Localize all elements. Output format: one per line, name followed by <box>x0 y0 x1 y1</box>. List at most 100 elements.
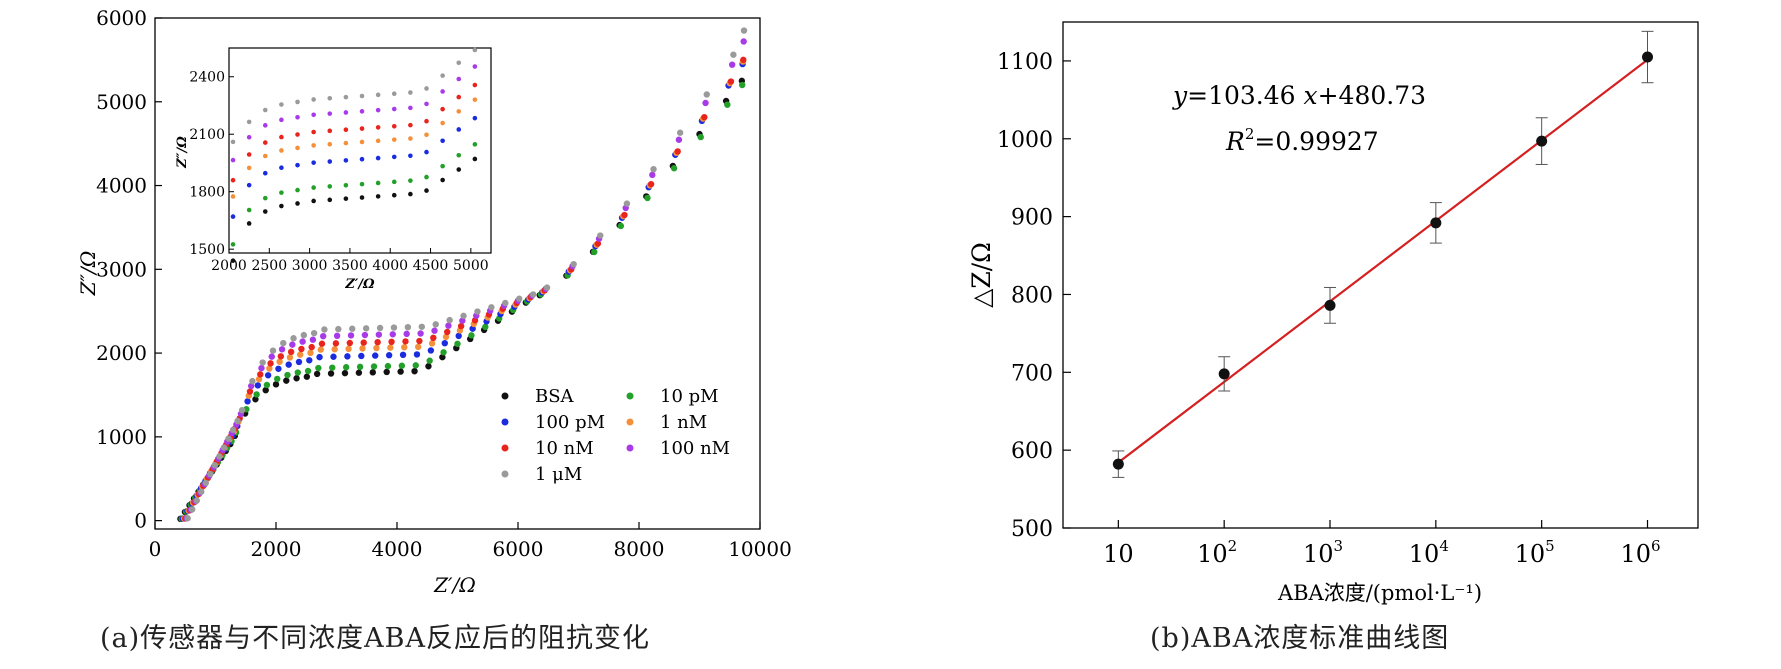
data-point <box>372 352 379 359</box>
data-point <box>402 338 409 345</box>
data-point <box>408 136 413 141</box>
data-point-with-error <box>1324 286 1337 324</box>
tick-base: 10 <box>1409 540 1440 568</box>
data-point <box>246 388 254 395</box>
data-point <box>373 344 380 352</box>
data-point <box>730 51 737 58</box>
tick-base: 10 <box>1197 540 1228 568</box>
inset-series-100-nm <box>230 64 478 163</box>
data-point <box>375 180 381 186</box>
panel-b-y-tick-label: 1000 <box>997 128 1053 153</box>
data-point <box>417 330 424 337</box>
data-point <box>383 368 390 376</box>
data-point <box>246 182 252 188</box>
data-point <box>268 353 275 360</box>
data-point <box>267 360 274 367</box>
inset-x-tick-label: 3000 <box>292 258 328 274</box>
data-point <box>623 200 631 207</box>
panel-b-plot-frame <box>1062 21 1699 529</box>
panel-b-x-axis-label: ABA浓度/(pmol·L⁻¹) <box>1277 581 1482 605</box>
data-point <box>384 362 392 370</box>
data-point <box>327 141 333 147</box>
inset-x-tick-label: 4500 <box>413 258 449 274</box>
data-point <box>330 353 337 360</box>
data-point <box>472 97 478 102</box>
data-point <box>401 344 408 351</box>
data-point <box>445 322 452 329</box>
data-point-with-error <box>1535 117 1548 165</box>
data-point <box>456 152 462 158</box>
data-point <box>343 110 349 115</box>
panel-a-x-tick-label: 0 <box>149 537 162 561</box>
r-exponent: 2 <box>1245 125 1255 143</box>
tick-base: 10 <box>1303 540 1334 568</box>
data-point <box>295 162 300 168</box>
data-point <box>310 329 318 337</box>
data-point <box>676 129 684 136</box>
r-squared: R2=0.99927 <box>1225 125 1379 156</box>
tick-base: 10 <box>1515 540 1546 568</box>
legend-label: 1 nM <box>660 412 707 433</box>
data-point <box>408 122 413 128</box>
data-point <box>399 351 407 359</box>
inset-series-10-pm <box>230 142 478 247</box>
data-point <box>649 171 656 179</box>
legend-label: 10 nM <box>535 438 594 459</box>
data-point <box>264 372 272 379</box>
data-point <box>311 143 316 148</box>
data-point <box>347 332 355 339</box>
panel-a-y-tick-label: 3000 <box>96 257 147 281</box>
data-point <box>482 323 489 331</box>
data-point-with-error <box>1429 202 1442 244</box>
data-point <box>280 339 287 347</box>
data-point <box>198 488 205 495</box>
panel-a-y-tick-label: 0 <box>134 509 147 533</box>
data-point <box>674 148 681 155</box>
data-point <box>202 479 210 487</box>
data-point <box>211 462 219 469</box>
data-point <box>287 348 295 356</box>
data-point <box>317 346 324 353</box>
data-point <box>246 134 252 140</box>
tick-exponent: 4 <box>1439 537 1449 555</box>
data-point <box>311 185 316 190</box>
data-point <box>295 99 300 105</box>
legend-label: BSA <box>535 386 575 407</box>
data-point <box>230 214 236 219</box>
data-point <box>408 178 413 183</box>
data-point <box>375 138 381 144</box>
data-point <box>327 159 333 164</box>
data-point <box>390 324 398 331</box>
legend-label: 1 μM <box>535 464 582 485</box>
data-point <box>316 353 323 361</box>
data-point <box>362 325 370 332</box>
data-point <box>370 363 378 370</box>
inset-y-axis-label: Z″/Ω <box>175 136 190 169</box>
data-point <box>295 201 300 206</box>
data-point <box>670 165 678 172</box>
panel-b-y-tick-label: 600 <box>1011 439 1053 464</box>
data-point <box>432 321 439 328</box>
data-point <box>385 352 393 359</box>
data-point <box>359 156 365 162</box>
panel-b-y-tick-label: 900 <box>1011 206 1053 231</box>
data-point <box>286 354 294 361</box>
panel-a-y-tick-label: 2000 <box>96 341 147 365</box>
panel-a-x-tick-label: 10000 <box>728 537 792 561</box>
data-point <box>440 106 445 112</box>
data-point <box>440 138 445 144</box>
data-point <box>246 152 252 157</box>
data-point <box>262 195 268 201</box>
data-point <box>391 154 397 160</box>
data-point <box>274 375 281 383</box>
data-point <box>456 76 462 82</box>
panel-b-x-tick-label: 10 <box>1103 540 1134 568</box>
data-point <box>327 370 335 377</box>
data-point <box>279 102 284 107</box>
tick-base: 10 <box>1103 540 1134 568</box>
data-point <box>413 351 421 358</box>
data-point <box>360 339 367 346</box>
data-point <box>308 343 315 351</box>
data-point <box>263 381 271 389</box>
